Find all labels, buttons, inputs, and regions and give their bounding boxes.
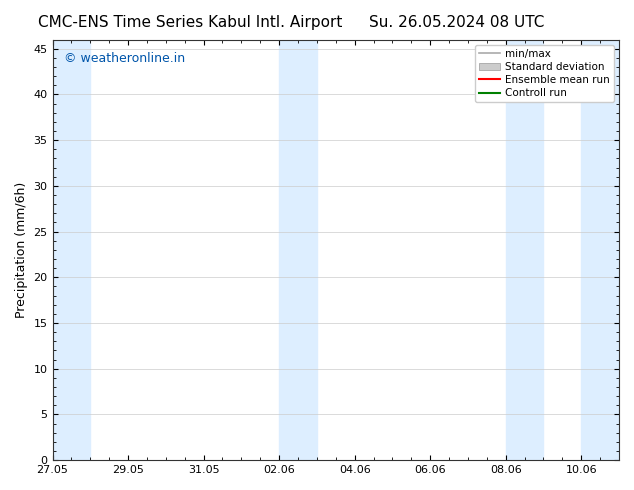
Y-axis label: Precipitation (mm/6h): Precipitation (mm/6h): [15, 182, 28, 318]
Bar: [581, 40, 619, 460]
Text: © weatheronline.in: © weatheronline.in: [64, 52, 185, 65]
Bar: [53, 40, 90, 460]
Legend: min/max, Standard deviation, Ensemble mean run, Controll run: min/max, Standard deviation, Ensemble me…: [475, 45, 614, 102]
Bar: [279, 40, 317, 460]
Bar: [506, 40, 543, 460]
Text: Su. 26.05.2024 08 UTC: Su. 26.05.2024 08 UTC: [369, 15, 544, 30]
Text: CMC-ENS Time Series Kabul Intl. Airport: CMC-ENS Time Series Kabul Intl. Airport: [38, 15, 342, 30]
